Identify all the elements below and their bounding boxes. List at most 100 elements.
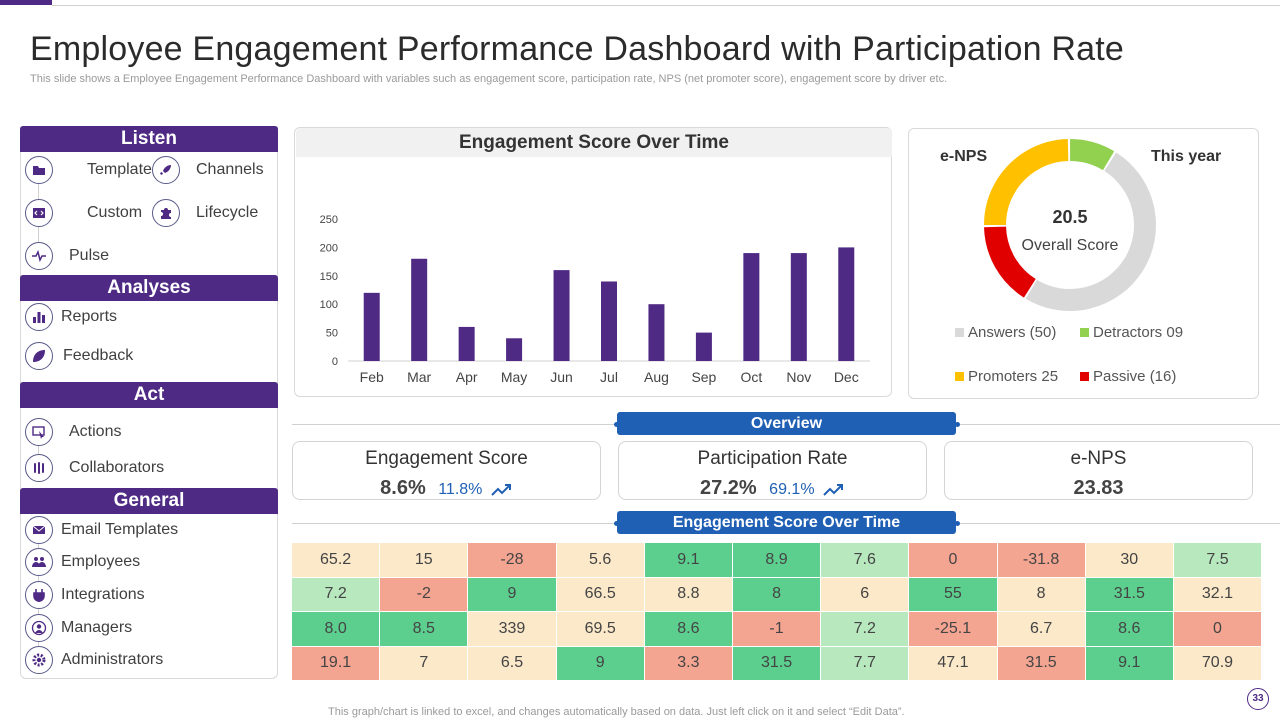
envelope-icon (25, 516, 53, 544)
enps-gauge-card (908, 128, 1259, 399)
legend-label: Passive (16) (1093, 368, 1177, 385)
heatmap-cell: 7 (379, 645, 469, 681)
nav-item-channels[interactable]: Channels (152, 156, 264, 184)
nav-item-label: Custom (87, 204, 143, 221)
nav-item-administrators[interactable]: Administrators (25, 646, 163, 674)
heatmap-cell: 7.5 (1172, 542, 1263, 578)
nav-item-label: Actions (69, 423, 122, 440)
gear-icon (25, 646, 53, 674)
bar-nov (790, 253, 807, 361)
nav-section-analyses: Analyses (20, 275, 278, 301)
legend-detractors: Detractors 09 (1080, 324, 1183, 341)
heatmap-banner: Engagement Score Over Time (617, 511, 956, 534)
nav-item-actions[interactable]: Actions (25, 418, 121, 446)
gauge-value: 20.5 (1052, 207, 1088, 227)
heatmap-cell: 7.7 (820, 645, 910, 681)
chart-title: Engagement Score Over Time (296, 128, 892, 157)
nav-item-lifecycle[interactable]: Lifecycle (152, 199, 258, 227)
heatmap-cell: 9 (467, 576, 557, 612)
leaf-icon (25, 342, 53, 370)
nav-section-act: Act (20, 382, 278, 408)
legend-answers: Answers (50) (955, 324, 1056, 341)
x-tick-label: Nov (786, 369, 811, 385)
nav-item-employees[interactable]: Employees (25, 548, 140, 576)
heatmap-cell: 7.6 (820, 542, 910, 578)
heatmap-cell: 9.1 (1084, 645, 1174, 681)
y-tick-label: 150 (320, 271, 338, 283)
nav-item-feedback[interactable]: Feedback (25, 342, 133, 370)
y-tick-label: 0 (332, 356, 338, 368)
nav-item-label: Templates (87, 161, 160, 178)
plug-icon (25, 581, 53, 609)
nav-item-integrations[interactable]: Integrations (25, 581, 145, 609)
gauge-label-this-year: This year (1151, 148, 1222, 165)
folder-icon (25, 156, 53, 184)
x-tick-label: May (501, 369, 527, 385)
trend-up-icon (491, 483, 511, 496)
legend-label: Promoters 25 (968, 368, 1059, 385)
heatmap-cell: -25.1 (908, 611, 998, 647)
heatmap-cell: 8.6 (1084, 611, 1174, 647)
y-tick-label: 100 (320, 299, 338, 311)
nav-item-reports[interactable]: Reports (25, 303, 117, 331)
nav-item-custom[interactable]: Custom (25, 199, 142, 227)
gauge-segment (984, 139, 1156, 311)
people-icon (25, 454, 53, 482)
heatmap-row: 19.1 7 6.5 9 3.3 31.5 7.7 47.1 31.5 9.1 70.9 (290, 645, 1263, 681)
puzzle-icon (152, 199, 180, 227)
heatmap-cell: 8.9 (731, 542, 822, 578)
trend-up-icon (823, 483, 843, 496)
x-tick-label: Jul (600, 369, 618, 385)
banner-dot (955, 422, 960, 427)
nav-item-pulse[interactable]: Pulse (25, 242, 109, 270)
heatmap-row: 7.2 -2 9 66.5 8.8 8 6 55 8 31.5 32.1 (290, 576, 1263, 612)
heatmap-cell: 5.6 (555, 542, 645, 578)
heatmap-cell: 32.1 (1172, 576, 1263, 612)
heatmap-cell: 8 (731, 576, 822, 612)
heatmap-cell: 3.3 (643, 645, 733, 681)
nav-item-email-templates[interactable]: Email Templates (25, 516, 178, 544)
bar-jun (553, 270, 570, 361)
heatmap-cell: 30 (1084, 542, 1174, 578)
bar-feb (363, 292, 380, 361)
heatmap-cell: 8.0 (290, 611, 381, 647)
nav-item-templates[interactable]: Templates (25, 156, 160, 184)
heatmap-cell: 31.5 (731, 645, 822, 681)
kpi-card-participation-rate: Participation Rate 27.2% 69.1% (618, 441, 927, 500)
legend-label: Detractors 09 (1093, 324, 1184, 341)
heatmap-cell: 69.5 (555, 611, 645, 647)
footnote: This graph/chart is linked to excel, and… (328, 706, 905, 718)
heatmap-cell: 31.5 (996, 645, 1086, 681)
heatmap-cell: 66.5 (555, 576, 645, 612)
nav-item-label: Channels (196, 161, 264, 178)
legend-swatch (1080, 328, 1089, 337)
legend-passive: Passive (16) (1080, 368, 1176, 385)
heatmap-cell: 8.8 (643, 576, 733, 612)
heatmap-cell: 9.1 (643, 542, 733, 578)
group-icon (25, 548, 53, 576)
user-icon (25, 614, 53, 642)
nav-item-collaborators[interactable]: Collaborators (25, 454, 164, 482)
kpi-card-enps: e-NPS 23.83 (944, 441, 1253, 500)
heatmap-cell: 8.5 (379, 611, 469, 647)
nav-item-label: Reports (61, 308, 118, 325)
heatmap-cell: -2 (379, 576, 469, 612)
heatmap-cell: 7.2 (290, 576, 381, 612)
nav-item-label: Pulse (69, 247, 110, 264)
kpi-card-engagement-score: Engagement Score 8.6% 11.8% (292, 441, 601, 500)
heatmap-row: 65.2 15 -28 5.6 9.1 8.9 7.6 0 -31.8 30 7.5 (290, 542, 1263, 578)
heatmap-cell: 19.1 (290, 645, 381, 681)
heatmap-cell: 55 (908, 576, 998, 612)
gauge-segment (984, 139, 1156, 311)
y-tick-label: 50 (326, 328, 338, 340)
bar-jul (601, 281, 617, 361)
top-accent-bar (0, 0, 52, 5)
heatmap-cell: 8 (996, 576, 1086, 612)
nav-item-managers[interactable]: Managers (25, 614, 132, 642)
kpi-delta: 69.1% (769, 481, 815, 498)
bar-chart[interactable]: 0 50 100 150 200 250 Feb Mar Apr May Jun Jul Aug Sep O… (296, 158, 892, 396)
heatmap-cell: 15 (379, 542, 469, 578)
gauge-segment (984, 139, 1156, 311)
x-tick-label: Mar (407, 369, 431, 385)
overview-banner: Overview (617, 412, 956, 435)
